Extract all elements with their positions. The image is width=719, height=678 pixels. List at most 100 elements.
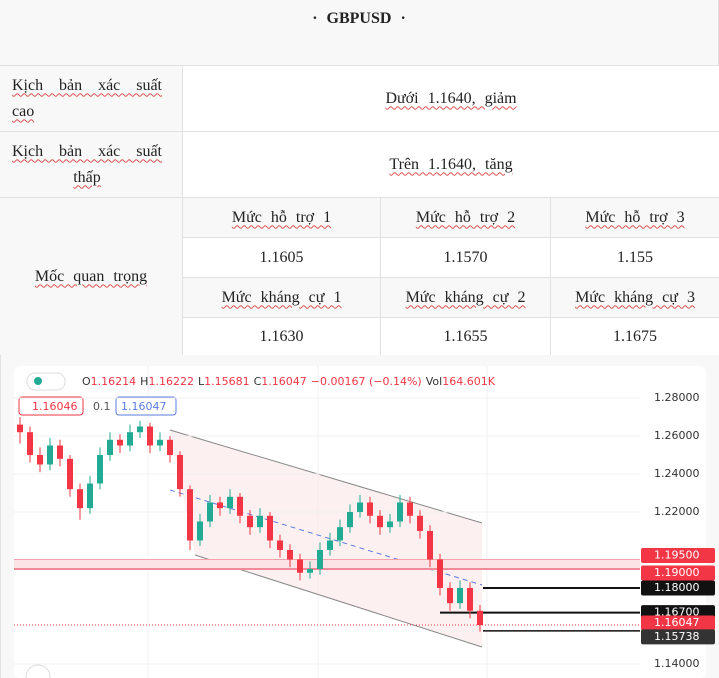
candle-body [407, 502, 413, 516]
ohlc-label: L [198, 375, 205, 388]
candle-body [117, 439, 123, 446]
price-tag [641, 629, 715, 645]
candle-body [397, 502, 403, 522]
candle-body [167, 439, 173, 455]
candle-body [327, 540, 333, 550]
level-name-cell: Mức hỗ trợ 2 [381, 198, 551, 238]
level-value-cell: 1.1570 [381, 238, 551, 278]
level-name: Mức hỗ trợ 2 [415, 208, 516, 226]
value-cell: Dưới 1.1640, giảm [183, 66, 719, 132]
candle-body [387, 521, 393, 528]
price-tag [641, 615, 715, 631]
candle-body [477, 610, 483, 626]
candle-body [277, 540, 283, 550]
ohlc-label: C [254, 375, 262, 388]
candle-body [47, 445, 53, 465]
channel-fill [170, 430, 482, 647]
price-tag-label: 1.18000 [654, 581, 700, 594]
candle-body [217, 502, 223, 509]
candle-body [157, 439, 163, 446]
volume-value: 164.601K [442, 375, 495, 388]
levels-label: Mốc quan trọng [34, 267, 148, 285]
status-dot [34, 377, 42, 385]
candle-body [37, 454, 43, 465]
price-tag-label: 1.16047 [654, 616, 700, 629]
price-tag [641, 580, 715, 596]
level-name: Mức kháng cự 3 [575, 288, 695, 306]
level-value: 1.1570 [443, 248, 488, 266]
level-value-cell: 1.1655 [381, 318, 551, 356]
scenario-label: Kịch bản xác suất thấp [12, 142, 162, 186]
candle-body [317, 549, 323, 569]
ohlc-value: 1.15681 [204, 375, 250, 388]
price-box [18, 396, 84, 416]
level-name-cell: Mức hỗ trợ 3 [551, 198, 719, 238]
candle-body [267, 515, 273, 541]
step-label: 0.1 [93, 400, 111, 413]
zone [14, 559, 640, 569]
candle-body [207, 502, 213, 522]
scroll-icon[interactable] [25, 664, 51, 678]
status-icon[interactable] [26, 372, 66, 391]
price-box-label: 1.16047 [121, 400, 167, 413]
channel-upper [169, 429, 483, 524]
candle-body [57, 445, 63, 459]
ohlc-header: O1.16214 H1.16222 L1.15681 C1.16047 −0.00167… [82, 375, 496, 388]
candle-body [177, 454, 183, 490]
candle-body [347, 511, 353, 528]
price-tag-label: 1.15738 [654, 630, 700, 643]
y-tick-label: 1.28000 [654, 391, 700, 404]
candle-body [67, 458, 73, 490]
ohlc-value: 1.16047 [261, 375, 307, 388]
candle-body [367, 502, 373, 516]
candle-body [237, 496, 243, 516]
y-tick-label: 1.24000 [654, 467, 700, 480]
level-value: 1.1655 [443, 327, 488, 345]
scenario-label: Kịch bản xác suất cao [12, 76, 162, 120]
ohlc-value: 1.16214 [91, 375, 137, 388]
candle-body [107, 439, 113, 455]
level-name-cell: Mức hỗ trợ 1 [183, 198, 381, 238]
price-tag-label: 1.19500 [654, 548, 700, 561]
y-tick-label: 1.14000 [654, 657, 700, 670]
chart: O1.16214 H1.16222 L1.15681 C1.16047 −0.00167… [14, 366, 715, 678]
price-box-label: 1.16046 [32, 400, 78, 413]
price-tag [641, 547, 715, 563]
label-cell: Kịch bản xác suất thấp [0, 132, 183, 198]
level-value: 1.1605 [259, 248, 304, 266]
label-cell: Mốc quan trọng [0, 198, 183, 356]
candle-body [187, 489, 193, 541]
ohlc-label: H [140, 375, 148, 388]
candle-body [377, 515, 383, 528]
candle-body [467, 587, 473, 611]
value-cell: Trên 1.1640, tăng [183, 132, 719, 198]
channel-lower [194, 554, 483, 648]
candle-body [457, 587, 463, 604]
level-name: Mức hỗ trợ 3 [585, 208, 685, 226]
scenario-value: Trên 1.1640, tăng [389, 155, 513, 173]
price-tag [641, 565, 715, 581]
candle-body [197, 521, 203, 541]
candle-body [17, 424, 23, 433]
level-name-cell: Mức kháng cự 3 [551, 278, 719, 318]
candle-body [337, 527, 343, 541]
price-tag-label: 1.19000 [654, 566, 700, 579]
candle-body [437, 559, 443, 588]
price-tag-label: 1.16700 [654, 606, 700, 619]
y-tick-label: 1.22000 [654, 505, 700, 518]
candle-body [357, 502, 363, 512]
candle-body [27, 432, 33, 455]
candle-body [137, 426, 143, 433]
header-cell: · GBPUSD · [0, 0, 719, 66]
candle-body [427, 530, 433, 560]
y-tick-label: 1.26000 [654, 429, 700, 442]
candle-body [287, 549, 293, 560]
volume-label: Vol [426, 375, 442, 388]
candle-body [307, 568, 313, 573]
level-value-cell: 1.1675 [551, 318, 719, 356]
level-value: 1.1630 [259, 327, 304, 345]
candle-body [127, 432, 133, 446]
candle-body [247, 515, 253, 528]
level-name: Mức kháng cự 2 [405, 288, 526, 306]
